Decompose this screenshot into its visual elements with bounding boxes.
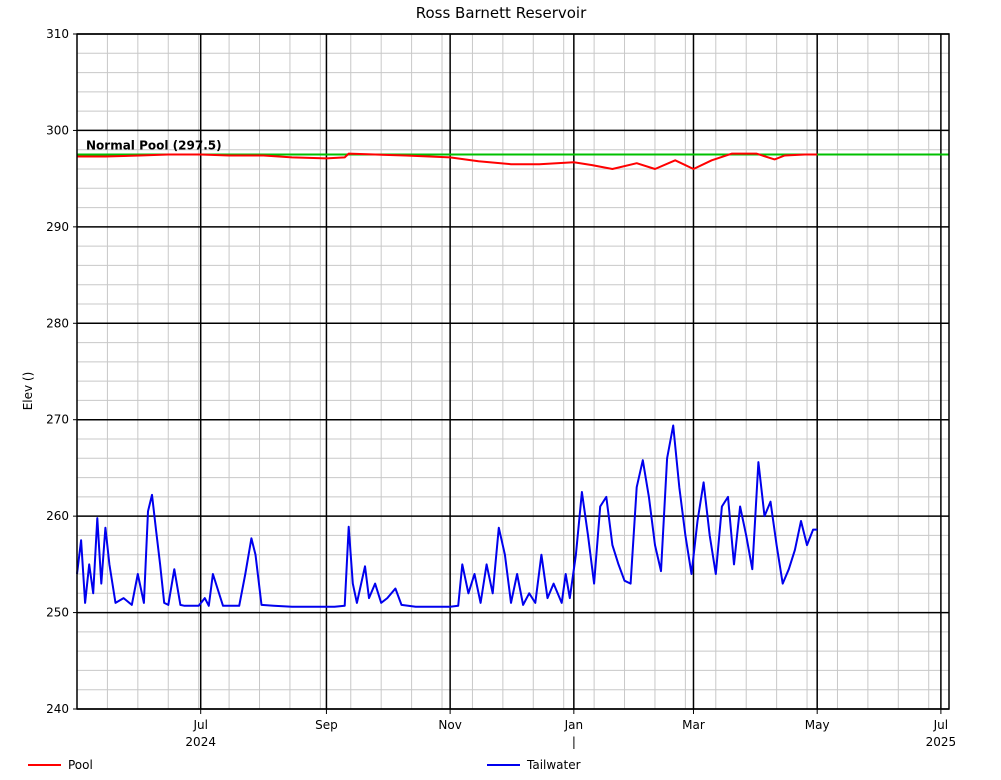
legend-label: Pool <box>68 758 93 772</box>
x-year-label: | <box>572 735 576 749</box>
y-tick-label: 290 <box>46 220 69 234</box>
y-tick-label: 240 <box>46 702 69 716</box>
legend-item-pool[interactable]: Pool <box>28 758 93 772</box>
plot-frame <box>76 33 950 710</box>
x-tick-label: May <box>805 718 830 732</box>
normal-pool-label: Normal Pool (297.5) <box>86 139 222 153</box>
y-tick-label: 260 <box>46 509 69 523</box>
y-tick-label: 280 <box>46 316 69 330</box>
series-group <box>76 152 818 608</box>
x-tick-label: Sep <box>315 718 338 732</box>
x-tick-label: Jul <box>933 718 948 732</box>
legend-item-tailwater[interactable]: Tailwater <box>487 758 581 772</box>
series-line-tailwater <box>76 424 818 608</box>
x-tick-label: Jul <box>192 718 207 732</box>
series-line-pool <box>77 152 818 170</box>
x-tick-label: Mar <box>682 718 705 732</box>
x-axis-ticks: Jul Sep Nov Jan Mar May Jul 2024 | 2025 <box>185 709 956 749</box>
x-tick-label: Nov <box>438 718 461 732</box>
x-year-label: 2025 <box>926 735 957 749</box>
y-tick-label: 310 <box>46 27 69 41</box>
y-axis-label: Elev () <box>21 372 35 411</box>
y-axis-ticks: 240 250 260 270 280 290 300 310 <box>46 27 77 716</box>
x-tick-label: Jan <box>564 718 584 732</box>
legend[interactable]: Pool Tailwater <box>28 758 581 772</box>
y-tick-label: 250 <box>46 606 69 620</box>
y-tick-label: 270 <box>46 413 69 427</box>
x-year-label: 2024 <box>185 735 216 749</box>
grid <box>76 33 949 710</box>
y-tick-label: 300 <box>46 123 69 137</box>
legend-label: Tailwater <box>526 758 581 772</box>
chart-title: Ross Barnett Reservoir <box>416 4 587 22</box>
